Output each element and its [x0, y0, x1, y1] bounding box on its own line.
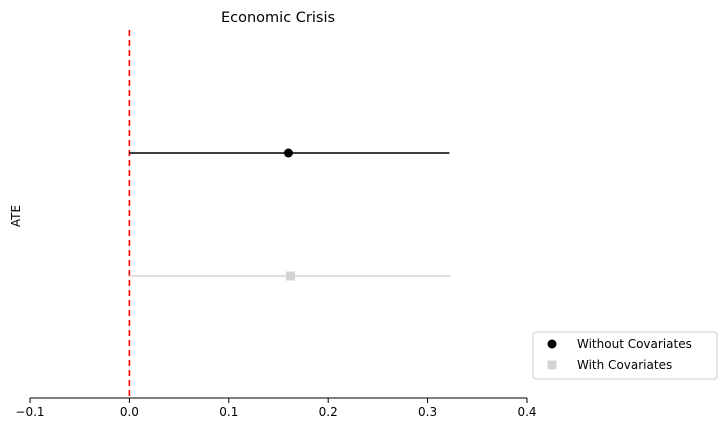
estimate-point-2: [285, 271, 295, 281]
legend-marker-2: [547, 360, 557, 370]
estimate-point-1: [283, 148, 293, 158]
x-tick-label: 0.3: [418, 405, 437, 419]
x-tick-label: 0.0: [120, 405, 139, 419]
y-axis-label: ATE: [9, 205, 23, 227]
legend-marker-1: [547, 339, 557, 349]
legend-box: [532, 331, 718, 380]
legend: Without Covariates With Covariates: [532, 331, 718, 380]
x-axis-ticks: −0.1 0.0 0.1 0.2 0.3 0.4: [15, 398, 537, 419]
legend-label-2: With Covariates: [577, 358, 672, 372]
chart-title: Economic Crisis: [221, 10, 335, 26]
series-layer: [129, 148, 451, 281]
legend-label-1: Without Covariates: [577, 337, 692, 351]
x-tick-label: 0.2: [319, 405, 338, 419]
legend-items: Without Covariates With Covariates: [547, 337, 692, 372]
x-tick-label: 0.4: [517, 405, 536, 419]
x-tick-label: −0.1: [15, 405, 44, 419]
x-tick-label: 0.1: [219, 405, 238, 419]
